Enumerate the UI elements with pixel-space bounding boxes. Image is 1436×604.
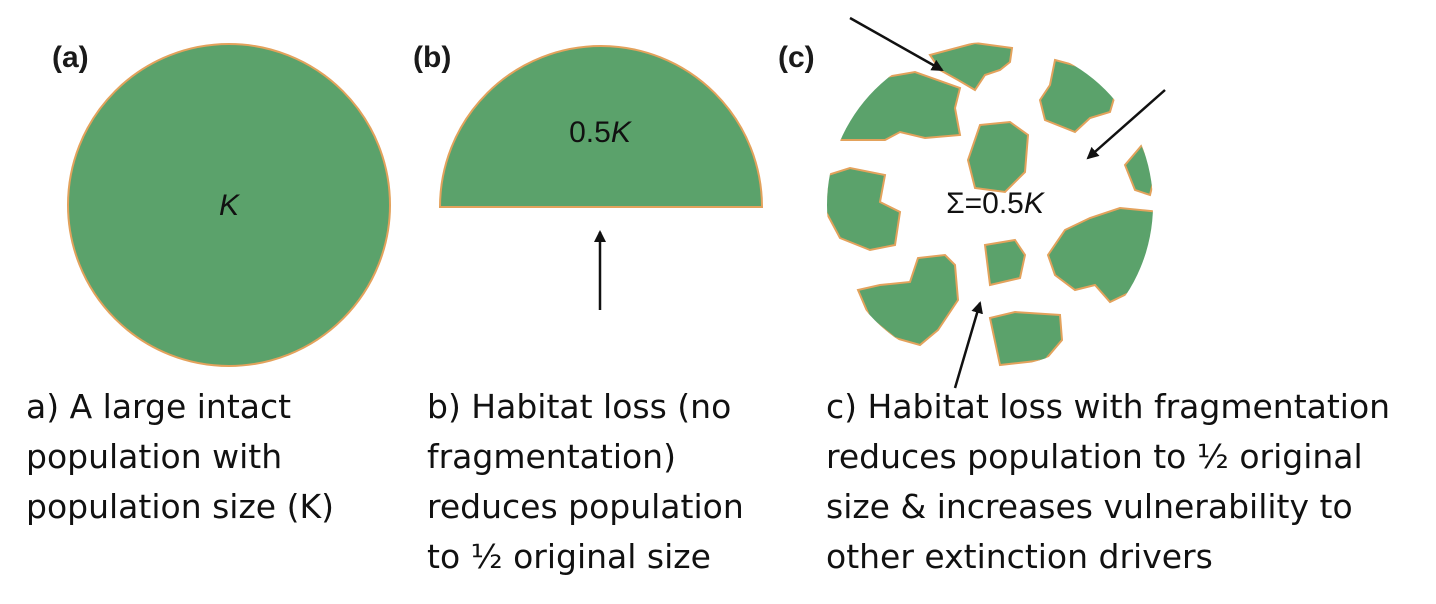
caption-b-line: fragmentation) <box>427 437 676 476</box>
caption-a-line: a) A large intact <box>26 387 292 426</box>
panel-b-label: (b) <box>413 41 451 74</box>
panel-c-label: (c) <box>778 41 815 74</box>
caption-habitat-loss: b) Habitat loss (no fragmentation) reduc… <box>427 382 744 582</box>
caption-habitat-fragmentation: c) Habitat loss with fragmentation reduc… <box>826 382 1390 582</box>
caption-c-line: other extinction drivers <box>826 537 1213 576</box>
fragmented-habitat-patches <box>827 42 1153 367</box>
caption-c-line: size & increases vulnerability to <box>826 487 1353 526</box>
caption-intact-population: a) A large intact population with popula… <box>26 382 334 532</box>
caption-b-line: b) Habitat loss (no <box>427 387 732 426</box>
fragmentation-arrow-right <box>1086 89 1166 160</box>
caption-b-line: to ½ original size <box>427 537 711 576</box>
caption-a-line: population with <box>26 437 283 476</box>
panel-a-label: (a) <box>52 41 89 74</box>
population-sum-half-k-label: Σ=0.5K <box>946 187 1046 220</box>
intact-habitat-circle <box>67 43 391 367</box>
fragmentation-arrow-bottom <box>953 301 983 389</box>
caption-b-line: reduces population <box>427 487 744 526</box>
half-habitat-semicircle <box>438 45 764 208</box>
caption-c-line: c) Habitat loss with fragmentation <box>826 387 1391 426</box>
population-k-label: K <box>219 189 241 222</box>
caption-c-line: reduces population to ½ original <box>826 437 1363 476</box>
fragmentation-arrow-top <box>849 16 944 72</box>
population-half-k-label: 0.5K <box>569 116 633 149</box>
caption-a-line: population size (K) <box>26 487 334 526</box>
